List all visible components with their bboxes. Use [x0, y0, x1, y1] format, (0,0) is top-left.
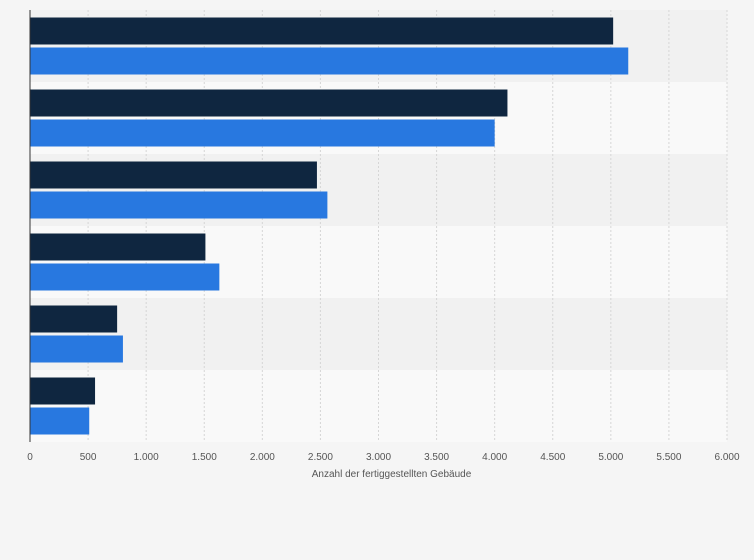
bar-series-2: [30, 407, 90, 435]
bar-series-1: [30, 17, 614, 45]
x-tick-label: 5.500: [656, 452, 681, 463]
x-tick-label: 4.500: [540, 452, 565, 463]
x-tick-label: 500: [80, 452, 97, 463]
bar-series-1: [30, 305, 118, 333]
x-tick-label: 1.500: [192, 452, 217, 463]
x-tick-label: 2.500: [308, 452, 333, 463]
x-axis-title: Anzahl der fertiggestellten Gebäude: [312, 469, 472, 480]
bar-series-1: [30, 377, 96, 405]
x-tick-label: 3.000: [366, 452, 391, 463]
x-tick-label: 0: [27, 452, 33, 463]
bar-series-2: [30, 335, 123, 363]
bars: [30, 17, 629, 435]
bar-series-2: [30, 47, 629, 75]
x-tick-label: 3.500: [424, 452, 449, 463]
bar-series-2: [30, 191, 328, 219]
x-tick-label: 1.000: [134, 452, 159, 463]
x-tick-label: 5.000: [598, 452, 623, 463]
bar-series-2: [30, 263, 220, 291]
bar-series-1: [30, 161, 317, 189]
bar-series-2: [30, 119, 495, 147]
x-tick-label: 4.000: [482, 452, 507, 463]
bar-series-1: [30, 89, 508, 117]
bar-series-1: [30, 233, 206, 261]
x-tick-label: 6.000: [714, 452, 739, 463]
x-tick-label: 2.000: [250, 452, 275, 463]
gridlines: [87, 10, 728, 442]
x-axis-ticks: 0 500 1.000 1.500 2.000 2.500 3.000 3.500 4.000 4…: [27, 452, 740, 463]
